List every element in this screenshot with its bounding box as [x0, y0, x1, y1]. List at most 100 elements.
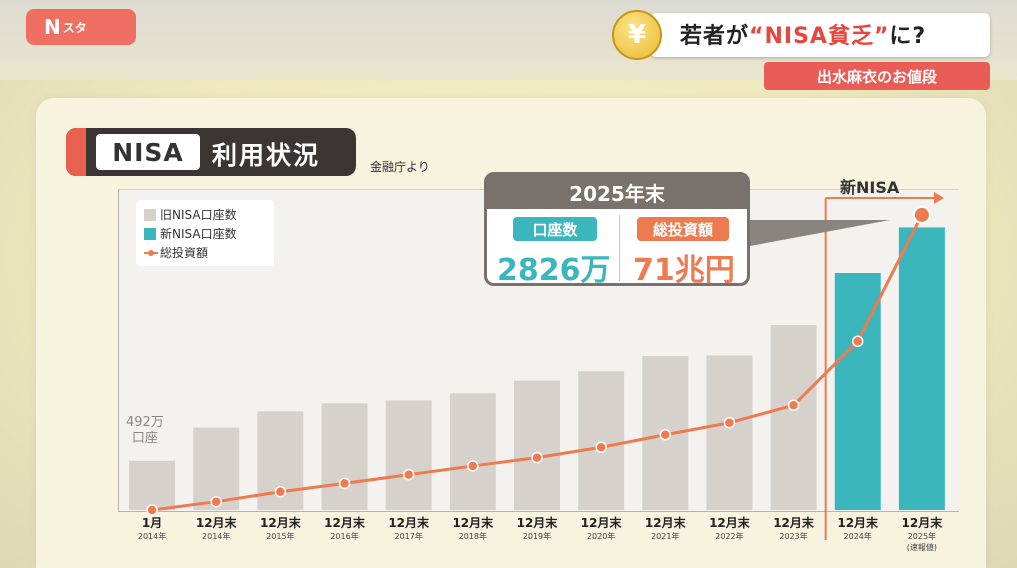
x-tick-month-9: 12月末	[709, 516, 750, 530]
legend-swatch-new	[144, 227, 156, 240]
first-bar-annotation-unit: 口座	[131, 431, 158, 446]
legend-item-investment: 総投資額	[144, 244, 208, 261]
x-tick-label-11: 12月末 2024年	[828, 514, 888, 542]
headline-box	[650, 13, 990, 57]
new-nisa-arrowhead	[934, 192, 944, 204]
title-accent	[66, 128, 86, 176]
callout-right-label: 総投資額	[637, 217, 729, 241]
investment-point-11	[851, 335, 864, 348]
investment-point-1	[210, 495, 222, 508]
old-nisa-bar-10	[770, 325, 817, 510]
x-tick-label-1: 12月末 2014年	[186, 514, 246, 542]
legend-label-old: 旧NISA口座数	[160, 208, 237, 222]
x-tick-month-1: 12月末	[195, 516, 237, 530]
x-tick-month-8: 12月末	[644, 516, 686, 530]
x-tick-month-11: 12月末	[837, 516, 879, 530]
headline-post: に?	[889, 24, 927, 49]
legend-label-investment: 総投資額	[160, 246, 209, 260]
x-tick-label-8: 12月末 2021年	[635, 514, 695, 542]
x-tick-year-2: 2015年	[266, 532, 295, 541]
callout-left-value: 2826万	[497, 253, 611, 288]
legend-swatch-old	[144, 208, 156, 221]
x-tick-year-7: 2020年	[586, 532, 616, 541]
investment-point-6	[531, 451, 543, 464]
x-tick-year-0: 2014年	[137, 532, 167, 541]
investment-point-12	[912, 205, 931, 224]
x-tick-year-6: 2019年	[522, 532, 552, 541]
x-tick-month-12: 12月末	[901, 516, 943, 530]
x-tick-label-12: 12月末 2025年 (速報値)	[892, 514, 952, 553]
x-tick-month-5: 12月末	[452, 516, 494, 530]
old-nisa-bar-0	[129, 460, 176, 510]
investment-point-4	[402, 468, 415, 481]
x-tick-year-4: 2017年	[394, 532, 423, 541]
yen-symbol: ¥	[627, 20, 647, 50]
old-nisa-bar-6	[513, 380, 560, 510]
subheadline: 出水麻衣のお値段	[764, 62, 990, 90]
callout-left-label: 口座数	[513, 217, 597, 241]
x-tick-note-12: (速報値)	[906, 543, 937, 552]
x-tick-month-7: 12月末	[580, 516, 622, 530]
legend-swatch-investment	[144, 249, 158, 256]
x-tick-label-0: 1月 2014年	[122, 514, 182, 542]
x-tick-month-3: 12月末	[324, 516, 365, 530]
old-nisa-bar-9	[706, 355, 753, 510]
headline: 若者が“NISA貧乏”に?	[680, 18, 926, 50]
x-tick-year-1: 2014年	[202, 532, 231, 541]
x-tick-month-0: 1月	[141, 516, 163, 530]
new-nisa-label: 新NISA	[840, 178, 900, 197]
x-tick-label-3: 12月末 2016年	[315, 514, 375, 542]
old-nisa-bar-7	[578, 371, 625, 510]
x-tick-year-8: 2021年	[651, 532, 680, 541]
legend-item-new: 新NISA口座数	[144, 225, 237, 242]
x-tick-month-2: 12月末	[260, 516, 301, 530]
logo-main: N	[44, 15, 61, 39]
x-tick-year-12: 2025年	[907, 532, 937, 541]
x-tick-label-6: 12月末 2019年	[507, 514, 567, 542]
logo-sub: スタ	[62, 20, 87, 35]
investment-point-10	[787, 399, 800, 412]
callout-pointer	[750, 220, 890, 246]
legend-item-old: 旧NISA口座数	[144, 206, 237, 223]
x-tick-label-10: 12月末 2023年	[764, 514, 824, 542]
investment-point-3	[338, 477, 351, 490]
old-nisa-bar-5	[449, 393, 496, 510]
chart-title-rest: 利用状況	[212, 141, 321, 170]
callout-header: 2025年末	[487, 175, 747, 209]
investment-point-8	[659, 429, 672, 441]
callout-box: 2025年末 口座数 2826万 総投資額 71兆円	[484, 172, 750, 288]
x-tick-year-11: 2024年	[843, 532, 872, 541]
source-note: 金融庁より	[370, 160, 430, 174]
first-bar-annotation: 492万 口座	[126, 415, 164, 447]
headline-pre: 若者が	[680, 24, 750, 49]
x-tick-label-5: 12月末 2018年	[443, 514, 503, 542]
investment-point-2	[274, 485, 287, 498]
x-tick-month-6: 12月末	[516, 516, 558, 530]
investment-point-7	[595, 441, 607, 453]
x-tick-label-7: 12月末 2020年	[571, 514, 631, 542]
old-nisa-bar-3	[321, 403, 368, 510]
legend-label-new: 新NISA口座数	[160, 227, 237, 241]
program-logo: N スタ	[26, 9, 136, 45]
chart-title-nisa: NISA	[96, 134, 200, 170]
x-tick-month-4: 12月末	[388, 516, 430, 530]
x-tick-label-9: 12月末 2022年	[699, 514, 759, 542]
x-tick-year-3: 2016年	[330, 532, 359, 541]
legend: 旧NISA口座数 新NISA口座数 総投資額	[136, 200, 274, 266]
investment-point-9	[723, 416, 736, 429]
x-tick-month-10: 12月末	[773, 516, 814, 530]
x-tick-label-4: 12月末 2017年	[379, 514, 439, 542]
x-tick-label-2: 12月末 2015年	[250, 514, 310, 542]
new-nisa-bar-12	[898, 227, 945, 510]
old-nisa-bar-4	[385, 400, 432, 510]
investment-point-0	[146, 504, 158, 516]
first-bar-annotation-value: 492万	[126, 415, 164, 430]
yen-coin-icon: ¥	[612, 10, 662, 60]
callout-right-value: 71兆円	[633, 253, 735, 288]
x-tick-year-10: 2023年	[779, 532, 808, 541]
x-tick-year-9: 2022年	[715, 532, 744, 541]
headline-highlight: “NISA貧乏”	[749, 24, 890, 49]
x-tick-year-5: 2018年	[458, 532, 487, 541]
investment-point-5	[467, 460, 479, 472]
